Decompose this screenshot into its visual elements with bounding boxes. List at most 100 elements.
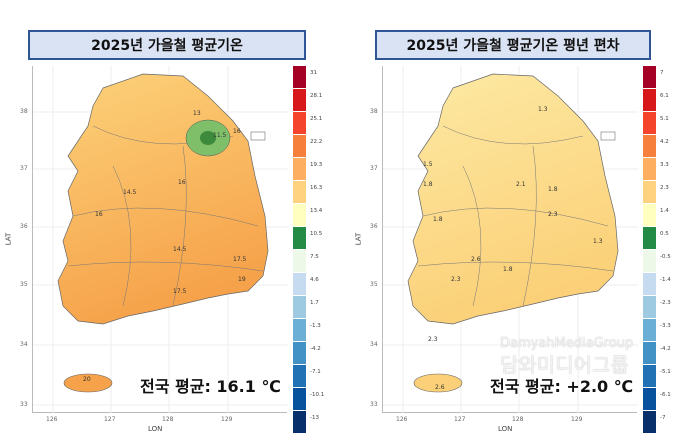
- contour-label: 20: [83, 376, 91, 383]
- legend-label: 28.1: [310, 93, 323, 99]
- legend-label: -7: [660, 415, 666, 421]
- legend-label: 0.5: [660, 231, 669, 237]
- x-tick-label: 129: [571, 416, 583, 423]
- legend-swatch: -1.3: [293, 319, 321, 342]
- left-map-plot: 13 11.5 16 14.5 16 16 14.5 17.5 19 17.5 20: [32, 66, 288, 413]
- legend-swatch: 25.1: [293, 112, 322, 135]
- legend-swatch: -10.1: [293, 388, 324, 411]
- y-tick-label: 36: [370, 223, 378, 230]
- legend-swatch: 4.6: [293, 273, 319, 296]
- x-tick-label: 127: [454, 416, 466, 423]
- legend-swatch: 13.4: [293, 204, 322, 227]
- legend-swatch: 2.3: [643, 181, 669, 204]
- legend-label: 13.4: [310, 208, 323, 214]
- right-map-panel: 2025년 가을철 평균기온 평년 편차 1.3 1.5 1.8 1.8 2.1 1.8 2…: [350, 0, 680, 434]
- y-tick-label: 34: [370, 341, 378, 348]
- x-tick-label: 129: [221, 416, 233, 423]
- contour-label: 1.5: [423, 161, 433, 168]
- legend-swatch: 4.2: [643, 135, 669, 158]
- contour-label: 2.1: [516, 181, 526, 188]
- legend-label: -13: [310, 415, 319, 421]
- legend-label: -7.1: [310, 369, 321, 375]
- legend-label: 7: [660, 70, 664, 76]
- x-axis-label: LON: [498, 425, 513, 433]
- left-map-panel: 2025년 가을철 평균기온 13 11.5 16 14.5 16 16 14.5 17.5 1…: [4, 30, 324, 434]
- national-average: 전국 평균: 16.1 ℃: [140, 377, 281, 396]
- inset-box: [250, 131, 266, 141]
- legend-label: 16.3: [310, 185, 323, 191]
- y-tick-label: 33: [370, 401, 378, 408]
- legend-swatch: 16.3: [293, 181, 322, 204]
- y-tick-label: 35: [20, 281, 28, 288]
- legend-swatch: 7.5: [293, 250, 319, 273]
- legend-swatch: 1.7: [293, 296, 319, 319]
- legend-label: -5.1: [660, 369, 671, 375]
- legend-label: -0.5: [660, 254, 671, 260]
- contour-label: 1.8: [548, 186, 558, 193]
- contour-label: 1.3: [538, 106, 548, 113]
- watermark-ko: 담와미디어그룹: [500, 353, 629, 377]
- legend-swatch: -4.2: [643, 342, 671, 365]
- legend-swatch: 6.1: [643, 89, 669, 112]
- contour-label: 16: [178, 179, 186, 186]
- contour-label: 14.5: [173, 246, 187, 253]
- cold-region-core: [200, 131, 216, 145]
- contour-label: 13: [193, 110, 201, 117]
- legend-label: 1.7: [310, 300, 319, 306]
- left-map-title: 2025년 가을철 평균기온: [28, 30, 306, 60]
- legend-label: 22.2: [310, 139, 323, 145]
- legend-swatch: 22.2: [293, 135, 322, 158]
- contour-label: 2.3: [548, 211, 558, 218]
- legend-swatch: -7.1: [293, 365, 321, 388]
- legend-swatch: 19.3: [293, 158, 322, 181]
- legend-label: 7.5: [310, 254, 319, 260]
- contour-label: 2.3: [428, 336, 438, 343]
- legend-label: -6.1: [660, 392, 671, 398]
- legend-label: -4.2: [660, 346, 671, 352]
- legend-swatch: -1.4: [643, 273, 671, 296]
- y-tick-label: 38: [370, 108, 378, 115]
- y-tick-label: 36: [20, 223, 28, 230]
- legend-swatch: -4.2: [293, 342, 321, 365]
- contour-label: 1.8: [503, 266, 513, 273]
- x-axis-label: LON: [148, 425, 163, 433]
- contour-label: 2.6: [471, 256, 481, 263]
- legend-label: 3.3: [660, 162, 669, 168]
- y-tick-label: 34: [20, 341, 28, 348]
- inset-box: [600, 131, 616, 141]
- legend-label: -4.2: [310, 346, 321, 352]
- legend-swatch: -2.3: [643, 296, 671, 319]
- legend-label: -3.3: [660, 323, 671, 329]
- y-axis-label: LAT: [4, 232, 13, 246]
- contour-label: 2.6: [435, 384, 445, 391]
- y-tick-label: 38: [20, 108, 28, 115]
- legend-swatch: 1.4: [643, 204, 669, 227]
- legend-label: -1.3: [310, 323, 321, 329]
- contour-label: 11.5: [213, 132, 227, 139]
- contour-label: 16: [95, 211, 103, 218]
- x-tick-label: 127: [104, 416, 116, 423]
- y-tick-label: 37: [20, 165, 28, 172]
- korea-mainland: [407, 73, 619, 325]
- legend-label: 1.4: [660, 208, 669, 214]
- legend-swatch: 7: [643, 66, 664, 89]
- legend-label: -1.4: [660, 277, 671, 283]
- legend-swatch: 3.3: [643, 158, 669, 181]
- legend-label: 31: [310, 70, 317, 76]
- contour-lines: [67, 125, 264, 307]
- legend-label: 2.3: [660, 185, 669, 191]
- contour-label: 19: [238, 276, 246, 283]
- color-legend: 7 6.1 5.1 4.2 3.3 2.3 1.4 0.5 -0.5 -1.4 -2.3 -3.3 -4…: [643, 66, 671, 434]
- contour-label: 2.3: [451, 276, 461, 283]
- contour-label: 1.3: [593, 238, 603, 245]
- y-tick-label: 33: [20, 401, 28, 408]
- contour-label: 17.5: [173, 288, 187, 295]
- legend-label: 5.1: [660, 116, 669, 122]
- contour-label: 1.8: [423, 181, 433, 188]
- legend-swatch: -3.3: [643, 319, 671, 342]
- x-tick-label: 126: [396, 416, 408, 423]
- legend-swatch: 31: [293, 66, 317, 89]
- x-tick-label: 126: [46, 416, 58, 423]
- legend-swatch: 0.5: [643, 227, 669, 250]
- x-tick-label: 128: [512, 416, 524, 423]
